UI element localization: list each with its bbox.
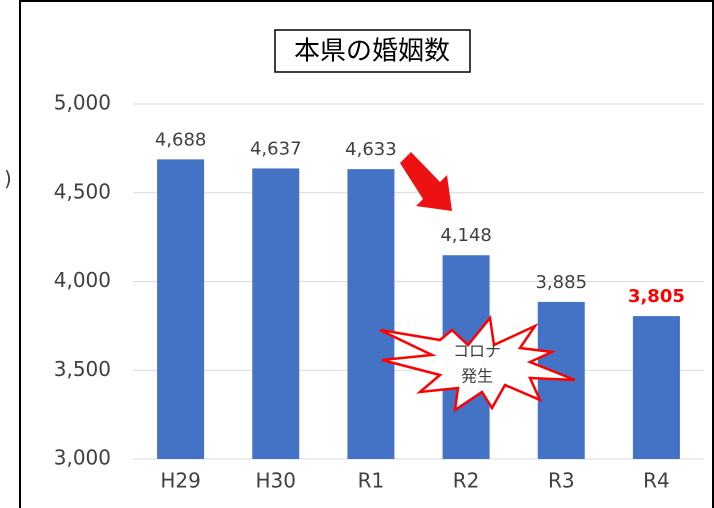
x-tick-label: R3 <box>548 469 575 493</box>
x-tick-label: R1 <box>358 469 385 493</box>
y-tick-label: 4,500 <box>54 179 111 203</box>
bar <box>157 159 204 459</box>
y-axis-label: ) <box>4 167 12 191</box>
annotation: コロナ <box>453 342 501 361</box>
chart: ) 本県の婚姻数 3,000 3,500 4,000 4,500 5,000 H29 4,6… <box>0 0 714 508</box>
bar <box>252 168 299 459</box>
value-label: 4,688 <box>155 129 207 150</box>
value-label: 4,633 <box>345 139 397 160</box>
x-tick-label: H29 <box>160 469 201 493</box>
y-tick-label: 3,000 <box>54 446 111 470</box>
x-tick-label: H30 <box>256 469 297 493</box>
value-label: 4,148 <box>440 225 492 246</box>
value-label: 3,805 <box>628 286 685 307</box>
value-label: 4,637 <box>250 138 302 159</box>
annotation: 発生 <box>461 367 493 386</box>
bar <box>633 316 680 459</box>
value-label: 3,885 <box>535 272 587 293</box>
chart-title: 本県の婚姻数 <box>294 37 450 67</box>
x-tick-label: R4 <box>643 469 670 493</box>
y-tick-label: 5,000 <box>54 91 111 115</box>
y-tick-label: 3,500 <box>54 357 111 381</box>
bar <box>347 169 394 459</box>
x-tick-label: R2 <box>453 469 480 493</box>
y-tick-label: 4,000 <box>54 268 111 292</box>
